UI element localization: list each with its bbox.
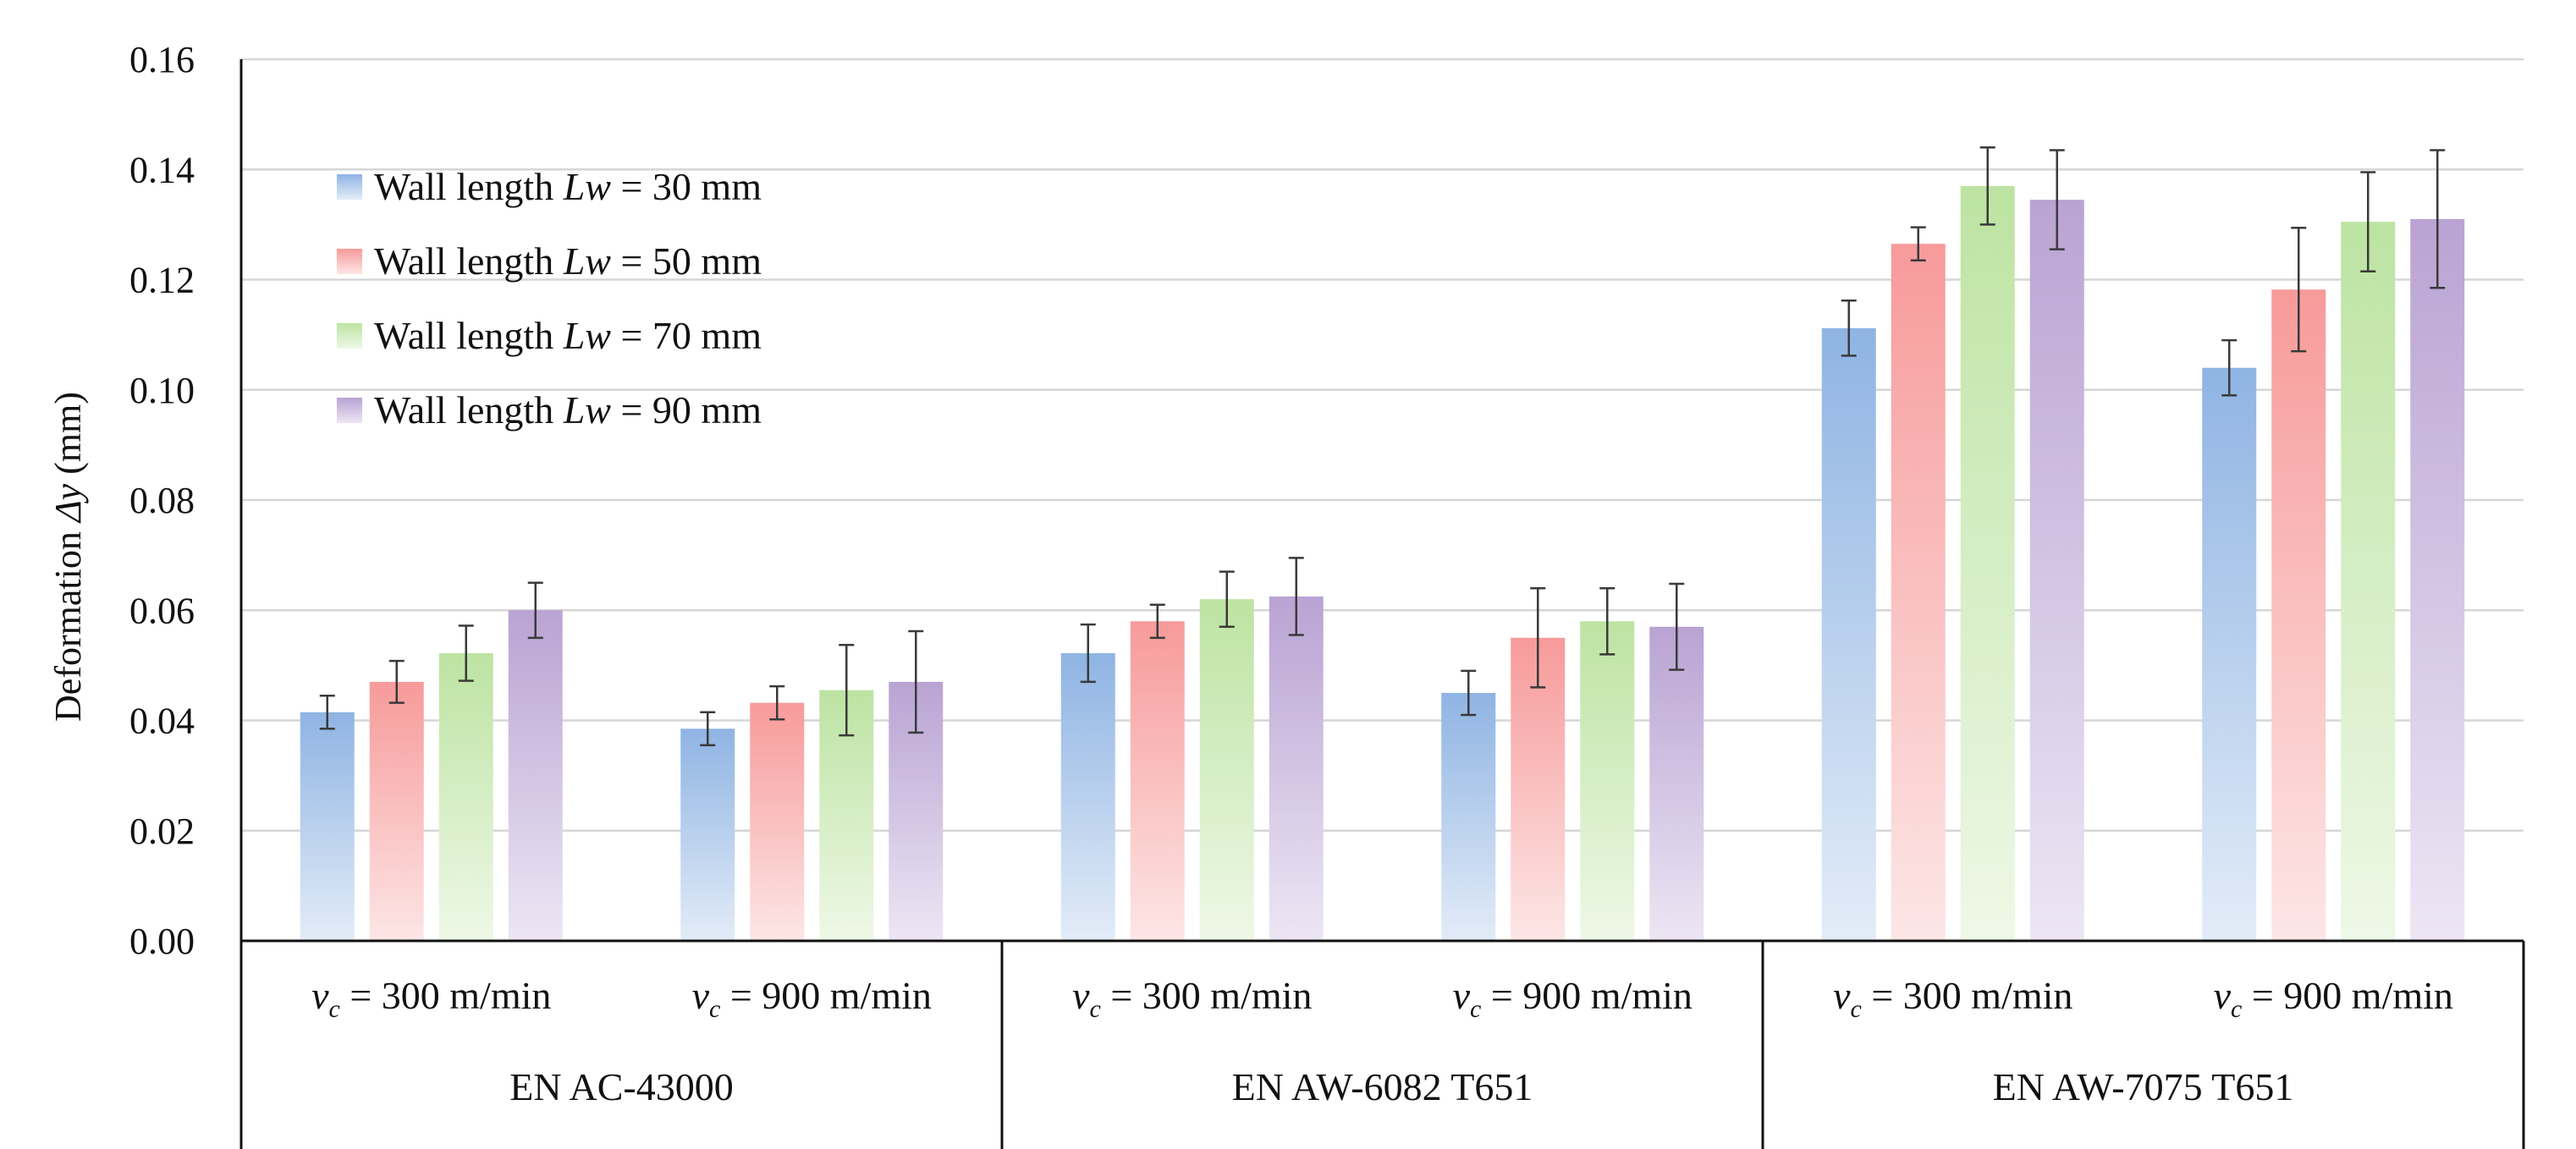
- bar: [2202, 367, 2257, 941]
- y-tick-label: 0.12: [129, 260, 195, 301]
- legend-label: Wall length Lw = 90 mm: [374, 388, 762, 432]
- speed-label: vc = 900 m/min: [2214, 974, 2453, 1023]
- error-bar: [527, 581, 543, 640]
- y-axis-title-main: Deformation: [47, 522, 89, 722]
- y-axis-ticks: 0.00 0.02 0.04 0.06 0.08 0.10 0.12 0.14 0.16: [129, 39, 195, 962]
- bar: [750, 702, 805, 941]
- bar: [508, 610, 563, 941]
- bar: [680, 728, 735, 941]
- bar: [2341, 222, 2396, 941]
- legend-swatch: [337, 249, 362, 274]
- error-bar: [2360, 171, 2376, 272]
- error-bar: [1669, 582, 1685, 671]
- bar: [1821, 327, 1876, 941]
- y-tick-label: 0.00: [129, 921, 195, 962]
- bar: [1441, 692, 1496, 941]
- bar: [300, 712, 355, 941]
- y-tick-label: 0.16: [129, 39, 195, 80]
- error-bar: [1288, 557, 1304, 636]
- error-bar: [2221, 338, 2237, 397]
- error-bars: [319, 146, 2446, 747]
- y-tick-label: 0.06: [129, 590, 195, 631]
- error-bar: [458, 624, 474, 682]
- legend-swatch: [337, 323, 362, 349]
- error-bar: [1080, 623, 1096, 684]
- legend-swatch: [337, 174, 362, 200]
- error-bar: [2291, 227, 2307, 353]
- error-bar: [2430, 149, 2446, 289]
- speed-label: vc = 300 m/min: [311, 974, 551, 1023]
- legend-label: Wall length Lw = 30 mm: [374, 165, 762, 208]
- legend-item: Wall length Lw = 30 mm: [337, 165, 762, 208]
- bar: [438, 653, 493, 941]
- legend-item: Wall length Lw = 90 mm: [337, 388, 762, 432]
- bar: [369, 681, 424, 941]
- legend: Wall length Lw = 30 mm Wall length Lw = 5…: [337, 165, 762, 432]
- material-label: EN AW-6082 T651: [1232, 1065, 1533, 1108]
- error-bar: [1979, 146, 1995, 226]
- bar: [1130, 621, 1185, 941]
- error-bar: [769, 684, 785, 721]
- bar: [2410, 218, 2465, 941]
- bar: [2271, 289, 2326, 941]
- error-bar: [1461, 669, 1477, 717]
- y-tick-label: 0.08: [129, 480, 195, 521]
- speed-label: vc = 300 m/min: [1833, 974, 2072, 1023]
- bar: [1649, 626, 1704, 941]
- bar: [1960, 185, 2015, 942]
- bar: [1269, 596, 1324, 941]
- y-tick-label: 0.10: [129, 370, 195, 411]
- error-bar: [700, 711, 716, 747]
- axes: [239, 59, 2525, 1149]
- y-axis-title-var: Δy: [47, 483, 89, 524]
- error-bar: [2049, 149, 2065, 250]
- error-bar: [908, 629, 924, 734]
- error-bar: [388, 659, 405, 704]
- y-tick-label: 0.02: [129, 811, 195, 852]
- legend-item: Wall length Lw = 50 mm: [337, 239, 762, 283]
- bar: [2029, 200, 2084, 942]
- legend-swatch: [337, 398, 362, 423]
- y-tick-label: 0.04: [129, 701, 195, 742]
- bars: [300, 185, 2465, 942]
- error-bar: [1599, 586, 1616, 656]
- gridlines: [241, 58, 2524, 832]
- bar: [1891, 244, 1946, 941]
- bar: [1580, 621, 1635, 941]
- error-bar: [1910, 226, 1926, 261]
- material-label: EN AW-7075 T651: [1993, 1065, 2294, 1108]
- error-bar: [1530, 586, 1546, 689]
- error-bar: [1219, 570, 1235, 629]
- error-bar: [319, 694, 335, 730]
- y-axis-title-unit: (mm): [47, 392, 89, 484]
- bar: [1199, 599, 1254, 941]
- legend-label: Wall length Lw = 70 mm: [374, 314, 762, 357]
- bar: [1060, 653, 1115, 941]
- speed-label: vc = 900 m/min: [692, 974, 932, 1023]
- category-labels: vc = 300 m/min vc = 900 m/min EN AC-43000 v…: [311, 974, 2453, 1108]
- material-label: EN AC-43000: [509, 1065, 734, 1108]
- legend-item: Wall length Lw = 70 mm: [337, 314, 762, 357]
- y-tick-label: 0.14: [129, 149, 195, 190]
- speed-label: vc = 900 m/min: [1453, 974, 1693, 1023]
- legend-label: Wall length Lw = 50 mm: [374, 239, 762, 283]
- speed-label: vc = 300 m/min: [1072, 974, 1312, 1023]
- y-axis-title: Deformation Δy (mm): [47, 392, 89, 722]
- error-bar: [839, 644, 855, 737]
- error-bar: [1841, 299, 1857, 357]
- error-bar: [1149, 603, 1165, 640]
